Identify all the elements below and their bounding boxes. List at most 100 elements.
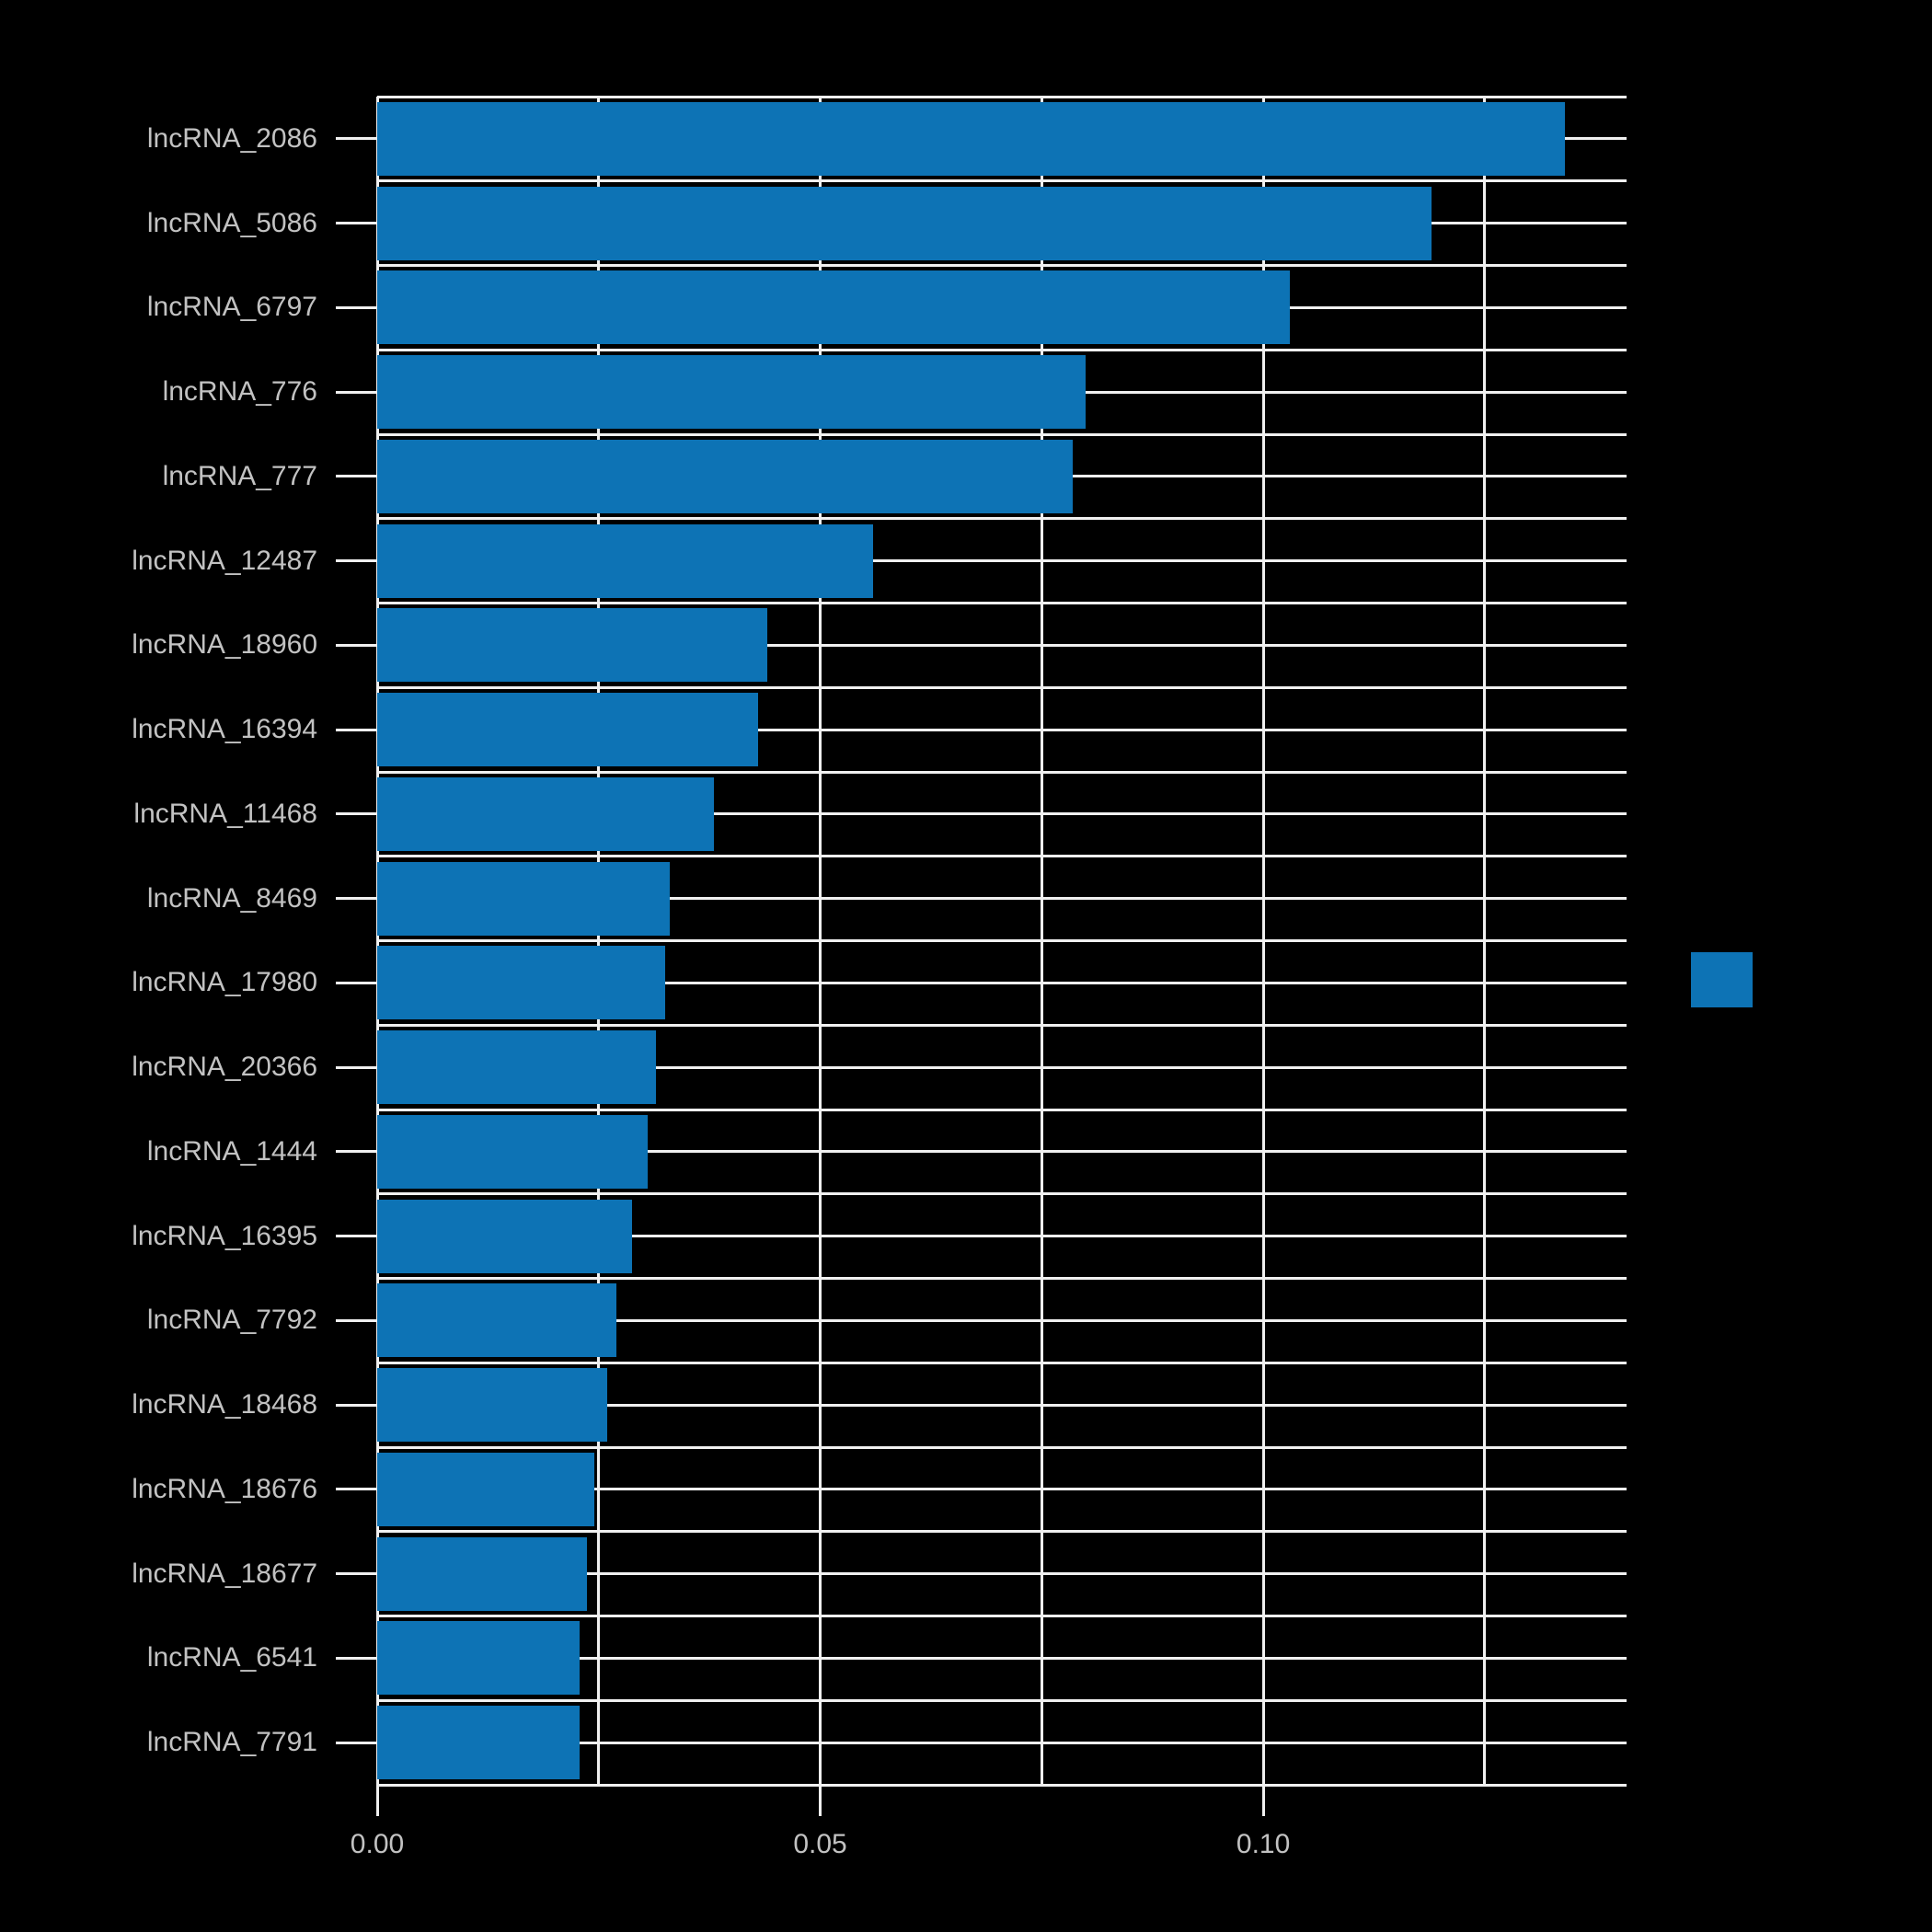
bar (377, 186, 1432, 260)
y-axis-label: lncRNA_5086 (146, 207, 317, 238)
bar (377, 439, 1074, 513)
y-axis-tick (336, 1741, 377, 1744)
horizontal-gridline-minor (377, 1445, 1627, 1449)
y-axis-tick (336, 981, 377, 984)
y-axis-label: lncRNA_1444 (146, 1135, 317, 1167)
horizontal-gridline-minor (377, 1277, 1627, 1280)
horizontal-gridline-minor (377, 855, 1627, 858)
x-axis-tick (375, 1785, 379, 1816)
horizontal-gridline-major (377, 559, 1627, 563)
y-axis-label: lncRNA_18676 (132, 1473, 317, 1504)
horizontal-gridline-major (377, 1318, 1627, 1322)
horizontal-gridline-major (377, 812, 1627, 816)
plot-area (375, 95, 1627, 1787)
horizontal-gridline-minor (377, 432, 1627, 436)
bar (377, 1536, 588, 1611)
y-axis-tick (336, 137, 377, 141)
horizontal-gridline-major (377, 1572, 1627, 1576)
y-axis-tick (336, 475, 377, 478)
legend-swatch (1691, 952, 1753, 1007)
y-axis-label: lncRNA_7791 (146, 1727, 317, 1758)
bar (377, 946, 665, 1020)
y-axis-label: lncRNA_777 (162, 460, 317, 491)
y-axis-tick (336, 897, 377, 901)
x-axis-tick (1261, 1785, 1265, 1816)
y-axis-label: lncRNA_6541 (146, 1642, 317, 1673)
horizontal-gridline-minor (377, 517, 1627, 521)
bar (377, 1199, 633, 1273)
bar (377, 101, 1565, 176)
y-axis-tick (336, 390, 377, 394)
bar (377, 776, 714, 851)
y-axis-label: lncRNA_8469 (146, 882, 317, 914)
horizontal-gridline-minor (377, 95, 1627, 98)
bar (377, 270, 1290, 345)
horizontal-gridline-minor (377, 1698, 1627, 1702)
y-axis-label: lncRNA_776 (162, 376, 317, 408)
y-axis-tick (336, 728, 377, 731)
y-axis-label: lncRNA_2086 (146, 122, 317, 154)
y-axis-tick (336, 1656, 377, 1660)
y-axis-label: lncRNA_6797 (146, 292, 317, 323)
bar (377, 608, 767, 683)
horizontal-gridline-major (377, 1403, 1627, 1407)
bar (377, 523, 874, 598)
y-axis-label: lncRNA_18468 (132, 1389, 317, 1420)
horizontal-gridline-minor (377, 770, 1627, 774)
bar (377, 355, 1087, 430)
y-axis-tick (336, 559, 377, 563)
horizontal-gridline-major (377, 1065, 1627, 1069)
horizontal-gridline-minor (377, 1615, 1627, 1617)
bar (377, 693, 759, 767)
horizontal-gridline-major (377, 1488, 1627, 1491)
x-axis-label: 0.10 (1236, 1829, 1291, 1859)
y-axis-tick (336, 222, 377, 225)
horizontal-gridline-minor (377, 1192, 1627, 1196)
y-axis-tick (336, 1150, 377, 1154)
horizontal-gridline-major (377, 897, 1627, 901)
y-axis-tick (336, 1235, 377, 1238)
y-axis-label: lncRNA_20366 (132, 1052, 317, 1083)
horizontal-gridline-major (377, 1235, 1627, 1238)
bar (377, 1621, 580, 1696)
y-axis-label: lncRNA_17980 (132, 967, 317, 998)
y-axis-tick (336, 1318, 377, 1322)
x-axis-label: 0.00 (350, 1829, 405, 1859)
horizontal-gridline-minor (377, 1108, 1627, 1111)
bar (377, 1706, 580, 1780)
x-axis-label: 0.05 (793, 1829, 847, 1859)
y-axis-tick (336, 1572, 377, 1576)
horizontal-gridline-major (377, 728, 1627, 731)
y-axis-label: lncRNA_12487 (132, 545, 317, 576)
bar (377, 861, 670, 936)
y-axis-label: lncRNA_11468 (133, 798, 317, 829)
bar (377, 1114, 648, 1189)
y-axis-label: lncRNA_18677 (132, 1558, 317, 1589)
y-axis-label: lncRNA_18960 (132, 629, 317, 661)
bar (377, 1368, 608, 1443)
bar (377, 1452, 594, 1526)
horizontal-gridline-minor (377, 685, 1627, 689)
y-axis-label: lncRNA_16395 (132, 1220, 317, 1251)
horizontal-gridline-minor (377, 179, 1627, 183)
horizontal-gridline-major (377, 1150, 1627, 1154)
y-axis-tick (336, 1065, 377, 1069)
horizontal-gridline-major (377, 643, 1627, 647)
y-axis-tick (336, 812, 377, 816)
x-axis-tick (819, 1785, 822, 1816)
horizontal-gridline-minor (377, 1783, 1627, 1787)
y-axis-label: lncRNA_7792 (146, 1305, 317, 1336)
horizontal-gridline-minor (377, 939, 1627, 942)
bar (377, 1030, 657, 1105)
bar (377, 1283, 617, 1358)
horizontal-gridline-major (377, 1656, 1627, 1660)
y-axis-tick (336, 1403, 377, 1407)
horizontal-gridline-minor (377, 264, 1627, 267)
y-axis-tick (336, 1488, 377, 1491)
y-axis-tick (336, 305, 377, 309)
horizontal-gridline-major (377, 981, 1627, 984)
y-axis-tick (336, 643, 377, 647)
horizontal-gridline-minor (377, 1530, 1627, 1534)
horizontal-gridline-minor (377, 602, 1627, 604)
